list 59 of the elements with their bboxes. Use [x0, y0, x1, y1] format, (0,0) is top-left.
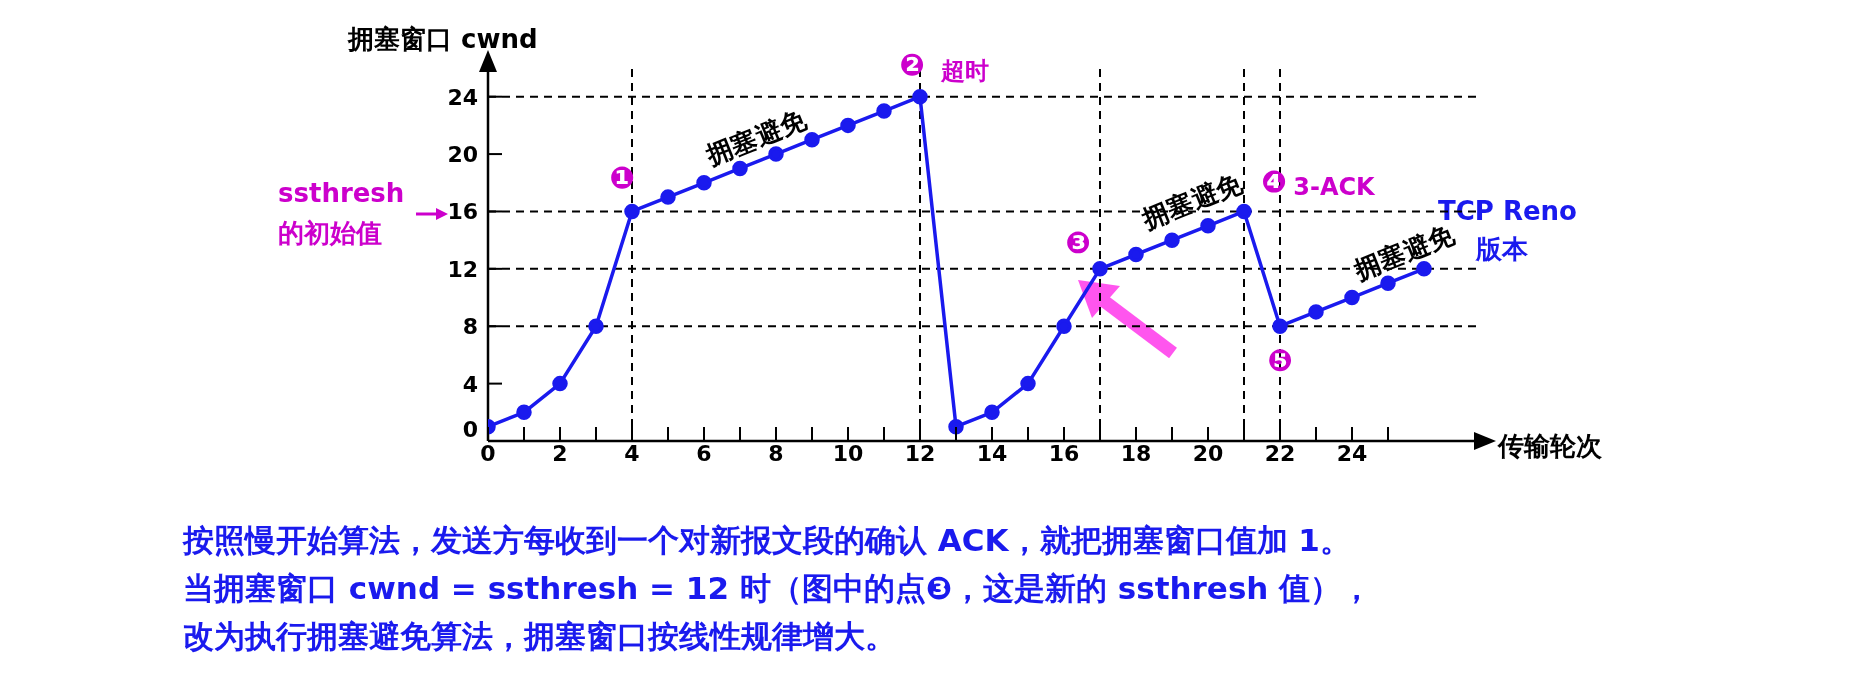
annotation: 版本 [1476, 233, 1528, 266]
point [984, 404, 1000, 421]
point [876, 103, 892, 119]
point [1164, 232, 1180, 248]
x-tick-label: 0 [480, 441, 496, 466]
point [1344, 289, 1360, 306]
text: 的初始值 [278, 217, 382, 250]
point [840, 117, 856, 134]
point [588, 318, 604, 334]
x-tick-label: 24 [1336, 441, 1368, 466]
annotation: 拥塞避免 [1137, 167, 1247, 235]
point [1200, 218, 1216, 234]
point [1128, 246, 1144, 263]
annotation: ❺ [1267, 342, 1293, 378]
x-tick-label: 22 [1264, 441, 1296, 466]
point [1272, 318, 1288, 334]
point [1236, 203, 1252, 220]
point [1020, 375, 1036, 392]
text: ssthresh [278, 178, 405, 208]
text: 改为执行拥塞避免算法，拥塞窗口按线性规律增大。 [183, 617, 897, 656]
x-tick-label: 10 [832, 441, 864, 466]
y-tick-label: 24 [447, 84, 478, 110]
x-tick-label: 2 [552, 441, 568, 466]
point [552, 375, 568, 392]
annotation: ❷ [899, 47, 925, 83]
annotation: 拥塞避免 [701, 103, 811, 172]
x-tick-label: 4 [624, 441, 640, 466]
y-tick-label: 0 [462, 417, 478, 442]
y-tick-label: 12 [447, 256, 478, 282]
annotation: TCP Reno [1438, 196, 1577, 226]
text: 按照慢开始算法，发送方每收到一个对新报文段的确认 ACK，就把拥塞窗口值加 1。 [183, 521, 1352, 560]
x-tick-label: 18 [1120, 441, 1152, 466]
point [696, 175, 712, 191]
annotation: ❸ [1065, 225, 1091, 261]
x-tick-label: 14 [976, 441, 1008, 466]
point [912, 88, 928, 105]
y-tick-label: 20 [447, 142, 478, 168]
y-tick-label: 8 [462, 314, 478, 340]
point [516, 404, 532, 421]
y-tick-label: 4 [462, 371, 478, 397]
x-tick-label: 16 [1048, 441, 1080, 466]
x-tick-label: 12 [904, 441, 936, 466]
annotation: 超时 [940, 56, 989, 85]
x-tick-label: 8 [768, 441, 784, 466]
point [624, 203, 640, 220]
y-tick-label: 16 [447, 199, 478, 225]
point [1092, 261, 1108, 277]
point [660, 189, 676, 205]
annotation: ❶ [609, 159, 635, 195]
point [1056, 318, 1072, 334]
annotation: 3-ACK [1293, 173, 1377, 202]
annotation: ❹ [1261, 163, 1287, 199]
point [948, 418, 964, 435]
text: 当拥塞窗口 cwnd = ssthresh = 12 时（图中的点❸，这是新的 ssthresh 值）， [183, 569, 1373, 608]
x-axis-title: 传输轮次 [1498, 430, 1602, 463]
point [1308, 304, 1324, 320]
y-axis-title: 拥塞窗口 cwnd [348, 23, 538, 56]
x-tick-label: 6 [696, 441, 712, 466]
x-tick-label: 20 [1192, 441, 1224, 466]
